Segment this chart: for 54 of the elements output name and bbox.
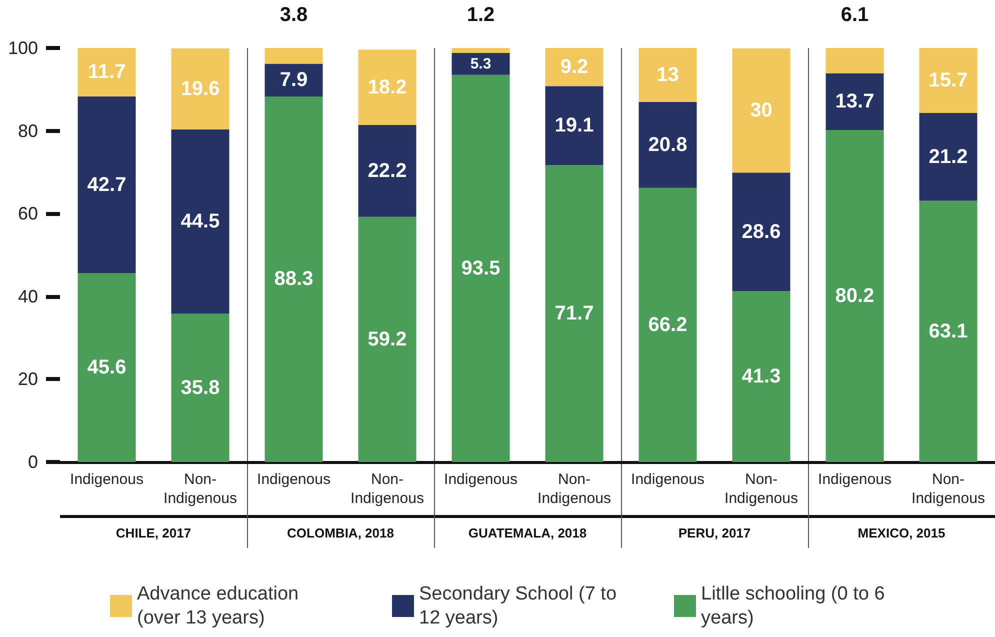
y-tick-label: 60 [18, 204, 38, 224]
data-label: 9.2 [560, 56, 588, 78]
y-tick-label: 0 [28, 452, 38, 472]
y-tick-label: 20 [18, 369, 38, 390]
x-tick-label: Non-Indigenous [164, 471, 237, 507]
x-tick-label: Indigenous [70, 471, 144, 488]
text: CHILE, 2017 [116, 526, 192, 540]
x-tick-label: Non-Indigenous [538, 471, 611, 507]
data-label: 15.7 [928, 70, 968, 92]
data-label: 63.1 [928, 320, 968, 342]
data-label: 45.6 [87, 356, 126, 379]
x-tick-label: Non-Indigenous [724, 471, 798, 507]
data-label: 1.2 [466, 4, 495, 26]
data-label: 21.2 [928, 146, 968, 168]
data-label: 71.7 [554, 302, 594, 325]
data-label: 88.3 [274, 268, 314, 290]
x-tick-label: Indigenous [631, 471, 704, 488]
data-label: 7.9 [280, 69, 308, 92]
legend-label: Secondary School (7 to 12 years) [419, 584, 622, 628]
data-label: 13.7 [835, 90, 874, 113]
data-label: 11.7 [88, 61, 126, 84]
y-tick-label: 100 [8, 38, 38, 58]
data-label: 13 [656, 64, 679, 86]
text: PERU, 2017 [678, 526, 751, 540]
data-label: 59.2 [368, 328, 407, 350]
data-label: 5.3 [470, 55, 492, 72]
data-label: 93.5 [461, 257, 500, 280]
y-tick-label: 80 [18, 120, 38, 141]
y-tick-label: 40 [18, 286, 38, 306]
data-label: 30 [750, 100, 772, 122]
data-label: 35.8 [180, 376, 220, 399]
text: MEXICO, 2015 [858, 526, 946, 540]
data-label: 80.2 [835, 284, 874, 307]
text: COLOMBIA, 2018 [287, 526, 394, 540]
data-label: 6.1 [840, 4, 869, 26]
text: GUATEMALA, 2018 [468, 526, 587, 540]
legend-label: Advance education (over 13 years) [137, 584, 304, 628]
data-label: 41.3 [742, 366, 781, 388]
data-label: 19.6 [180, 78, 220, 100]
data-label: 28.6 [742, 220, 781, 243]
x-tick-label: Indigenous [818, 471, 892, 488]
data-label: 42.7 [87, 174, 126, 196]
x-tick-label: Indigenous [444, 471, 518, 488]
x-tick-label: Non-Indigenous [912, 471, 985, 507]
data-label: 66.2 [648, 314, 688, 336]
data-label: 22.2 [368, 160, 407, 182]
x-tick-label: Non-Indigenous [350, 471, 424, 507]
x-tick-label: Indigenous [257, 471, 330, 488]
data-label: 18.2 [368, 76, 407, 98]
data-label: 3.8 [280, 4, 308, 26]
data-label: 19.1 [554, 114, 594, 137]
legend-label: Litlle schooling (0 to 6 years) [701, 584, 890, 628]
data-label: 20.8 [648, 134, 688, 156]
data-label: 44.5 [180, 210, 220, 233]
